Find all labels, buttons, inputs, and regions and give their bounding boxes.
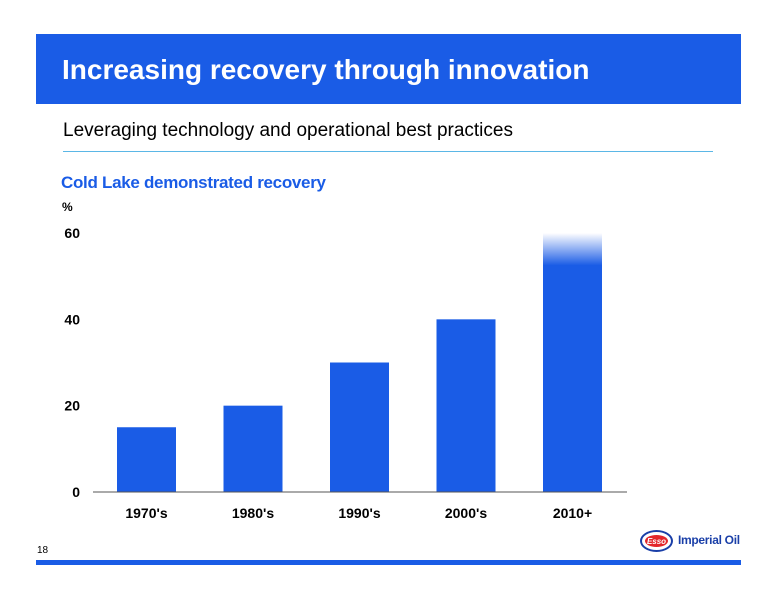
bar bbox=[436, 319, 496, 492]
x-tick-label: 2010+ bbox=[553, 505, 592, 521]
y-tick-label: 0 bbox=[72, 484, 80, 500]
esso-logo-text: Esso bbox=[646, 537, 667, 546]
bar-fade-top bbox=[543, 233, 602, 266]
x-tick-label: 1970's bbox=[125, 505, 167, 521]
bar bbox=[543, 265, 602, 492]
imperial-oil-logo: Esso Imperial Oil bbox=[640, 530, 740, 554]
slide-subtitle: Leveraging technology and operational be… bbox=[63, 120, 513, 141]
esso-logo-inner bbox=[645, 535, 668, 547]
bar bbox=[330, 362, 389, 492]
title-bar: Increasing recovery through innovation bbox=[36, 34, 741, 104]
x-tick-label: 1990's bbox=[338, 505, 380, 521]
y-axis-unit-label: % bbox=[62, 200, 73, 214]
y-tick-label: 60 bbox=[64, 225, 80, 241]
footer-rule bbox=[36, 560, 741, 565]
y-tick-label: 20 bbox=[64, 398, 80, 414]
page-number: 18 bbox=[37, 545, 49, 556]
bar bbox=[117, 427, 176, 492]
esso-logo-icon: Esso bbox=[640, 530, 673, 552]
company-name: Imperial Oil bbox=[678, 533, 740, 547]
x-tick-label: 2000's bbox=[445, 505, 487, 521]
y-tick-label: 40 bbox=[64, 311, 80, 327]
slide-title: Increasing recovery through innovation bbox=[62, 54, 590, 85]
chart-title: Cold Lake demonstrated recovery bbox=[61, 173, 326, 192]
subtitle-divider bbox=[63, 151, 713, 152]
x-tick-label: 1980's bbox=[232, 505, 274, 521]
bar bbox=[223, 405, 283, 492]
